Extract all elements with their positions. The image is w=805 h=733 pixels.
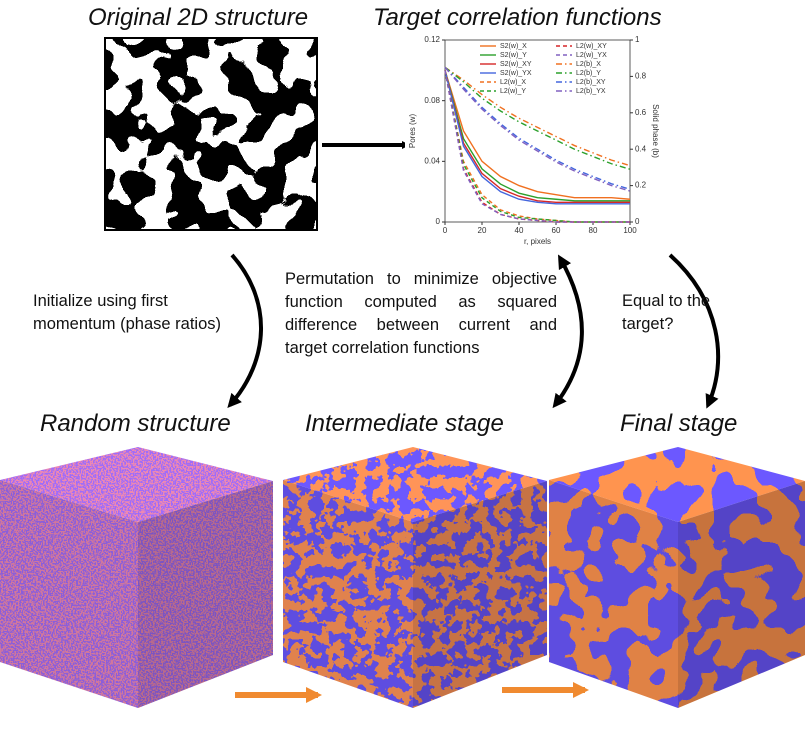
x-tick-label: 80 xyxy=(589,226,598,235)
legend-label: L2(b)_XY xyxy=(576,79,606,86)
title: Original 2D structure xyxy=(88,4,308,32)
y2-tick-label: 0.4 xyxy=(635,144,647,153)
artwork: 02040608010000.040.080.1200.20.40.60.81r… xyxy=(0,0,805,733)
y2-tick-label: 0.8 xyxy=(635,72,647,81)
title: Intermediate stage xyxy=(305,410,504,438)
original-structure xyxy=(105,38,317,230)
plot-background xyxy=(405,32,663,254)
legend-label: L2(w)_XY xyxy=(576,43,607,50)
cubes xyxy=(0,440,805,715)
x-tick-label: 0 xyxy=(443,226,448,235)
y-axis-label: Pores (w) xyxy=(408,114,417,149)
y2-tick-label: 0.2 xyxy=(635,181,647,190)
legend-label: S2(w)_YX xyxy=(500,70,532,77)
note: Equal to the target? xyxy=(622,290,717,336)
x-tick-label: 40 xyxy=(515,226,524,235)
diagram: 02040608010000.040.080.1200.20.40.60.81r… xyxy=(0,0,805,733)
legend-label: L2(w)_Y xyxy=(500,88,526,95)
legend-label: L2(b)_X xyxy=(576,61,601,68)
title: Target correlation functions xyxy=(373,4,662,32)
note: Initialize using first momentum (phase r… xyxy=(33,290,243,336)
legend-label: L2(b)_YX xyxy=(576,88,606,95)
x-tick-label: 20 xyxy=(478,226,487,235)
x-axis-label: r, pixels xyxy=(524,237,551,246)
y-tick-label: 0.12 xyxy=(424,35,440,44)
y-tick-label: 0 xyxy=(436,217,441,226)
y-tick-label: 0.08 xyxy=(424,96,440,105)
legend-label: S2(w)_Y xyxy=(500,52,527,59)
y2-tick-label: 0 xyxy=(635,217,640,226)
title: Random structure xyxy=(40,410,231,438)
note: Permutation to minimize objective functi… xyxy=(285,268,557,360)
x-tick-label: 60 xyxy=(552,226,561,235)
y2-tick-label: 0.6 xyxy=(635,108,647,117)
legend-label: L2(w)_YX xyxy=(576,52,607,59)
arrow xyxy=(555,258,582,405)
legend-label: S2(w)_XY xyxy=(500,61,532,68)
legend-label: S2(w)_X xyxy=(500,43,527,50)
y-tick-label: 0.04 xyxy=(424,156,440,165)
y2-tick-label: 1 xyxy=(635,35,640,44)
title: Final stage xyxy=(620,410,737,438)
x-tick-label: 100 xyxy=(623,226,637,235)
legend-label: L2(b)_Y xyxy=(576,70,601,77)
legend-label: L2(w)_X xyxy=(500,79,526,86)
y2-axis-label: Solid phase (b) xyxy=(651,104,660,158)
